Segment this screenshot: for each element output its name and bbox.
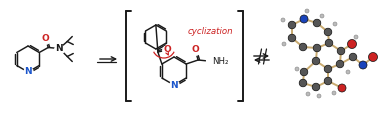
Text: N: N [56,44,63,53]
Text: O: O [163,45,171,55]
Circle shape [299,79,307,87]
Circle shape [300,68,308,76]
Text: O: O [191,45,199,55]
Circle shape [305,9,309,13]
Circle shape [338,84,346,92]
Circle shape [288,34,296,42]
Circle shape [288,21,296,29]
Circle shape [306,92,310,96]
Text: O: O [41,34,49,43]
Circle shape [359,61,367,69]
Circle shape [333,22,337,26]
Circle shape [324,28,332,36]
Text: N: N [170,80,178,89]
Circle shape [337,47,345,55]
Circle shape [369,52,378,62]
Circle shape [313,19,321,27]
Circle shape [312,57,320,65]
Circle shape [336,60,344,68]
Circle shape [349,53,357,61]
Circle shape [320,14,324,18]
Circle shape [324,77,332,85]
Text: NH₂: NH₂ [212,57,229,65]
Circle shape [324,65,332,73]
Circle shape [346,70,350,74]
Circle shape [312,83,320,91]
Text: cyclization: cyclization [187,27,233,35]
Circle shape [282,42,286,46]
Circle shape [295,67,299,71]
Circle shape [281,18,285,22]
Circle shape [347,40,356,49]
Circle shape [354,35,358,39]
Circle shape [300,15,308,23]
Text: N: N [24,67,32,77]
Circle shape [317,94,321,98]
Circle shape [299,43,307,51]
Circle shape [325,39,333,47]
Circle shape [313,44,321,52]
Circle shape [332,91,336,95]
